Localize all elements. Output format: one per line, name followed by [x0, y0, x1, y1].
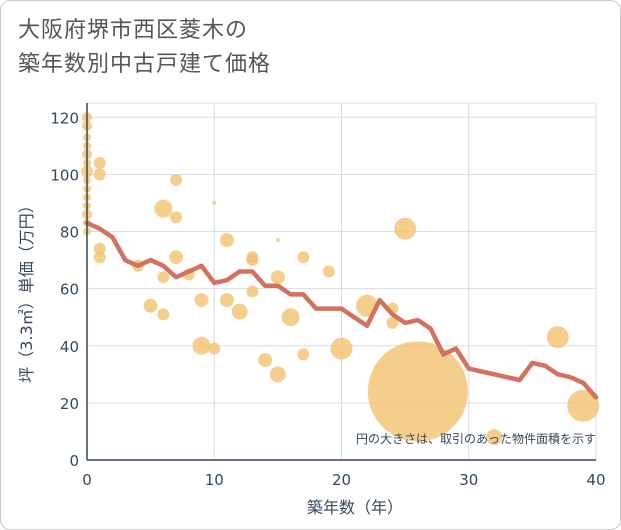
bubble-point — [281, 308, 300, 327]
title-line-2: 築年数別中古戸建て価格 — [18, 52, 272, 77]
y-tick-label: 0 — [69, 452, 79, 470]
y-tick-label: 100 — [50, 166, 79, 184]
bubble-point — [93, 251, 106, 264]
bubble-point — [246, 285, 259, 298]
bubble-point — [386, 316, 399, 329]
x-axis-label: 築年数（年） — [307, 498, 403, 517]
x-tick-label: 40 — [586, 471, 605, 489]
bubble-series — [81, 112, 600, 446]
bubble-point — [275, 238, 280, 243]
bubble-point — [169, 250, 184, 265]
x-tick-label: 30 — [459, 471, 478, 489]
bubble-point — [297, 348, 310, 361]
size-legend-note: 円の大きさは、取引のあった物件面積を示す — [356, 431, 596, 446]
y-tick-label: 60 — [60, 281, 79, 299]
bubble-point — [330, 337, 353, 360]
bubble-point — [546, 326, 569, 349]
bubble-point — [486, 429, 503, 446]
bubble-point — [367, 341, 468, 442]
bubble-point — [93, 242, 106, 255]
axes: 0 20 40 60 80 100 120 0 10 20 30 40 — [50, 103, 606, 489]
x-tick-label: 0 — [82, 471, 92, 489]
y-tick-label: 80 — [60, 224, 79, 242]
bubble-point — [93, 168, 106, 181]
bubble-point — [219, 293, 234, 308]
trend-line — [84, 220, 599, 400]
bubble-point — [567, 389, 600, 422]
x-tick-label: 10 — [205, 471, 224, 489]
bubble-point — [170, 174, 183, 187]
title-line-1: 大阪府堺市西区菱木の — [18, 18, 249, 43]
bubble-point — [157, 271, 170, 284]
bubble-point — [212, 200, 217, 205]
bubble-point — [270, 270, 285, 285]
bubble-point — [170, 211, 183, 224]
y-tick-label: 20 — [60, 395, 79, 413]
bubble-point — [192, 336, 211, 355]
y-tick-label: 40 — [60, 338, 79, 356]
bubble-point — [157, 308, 170, 321]
y-tick-label: 120 — [50, 109, 79, 127]
x-tick-label: 20 — [332, 471, 351, 489]
bubble-point — [219, 233, 234, 248]
bubble-point — [154, 199, 173, 218]
y-axis-label: 坪（3.3㎡）単価（万円） — [17, 197, 36, 382]
bubble-point — [322, 265, 335, 278]
bubble-point — [258, 353, 273, 368]
bubble-point — [231, 303, 248, 320]
bubble-point — [194, 293, 209, 308]
bubble-point — [208, 342, 221, 355]
bubble-point — [394, 217, 417, 240]
bubble-point — [246, 254, 259, 267]
bubble-point — [297, 251, 310, 264]
bubble-point — [143, 298, 158, 313]
bubble-point — [269, 366, 286, 383]
trend-line-group — [84, 220, 599, 400]
chart-title: 大阪府堺市西区菱木の 築年数別中古戸建て価格 — [18, 14, 271, 82]
bubble-point — [93, 156, 106, 169]
